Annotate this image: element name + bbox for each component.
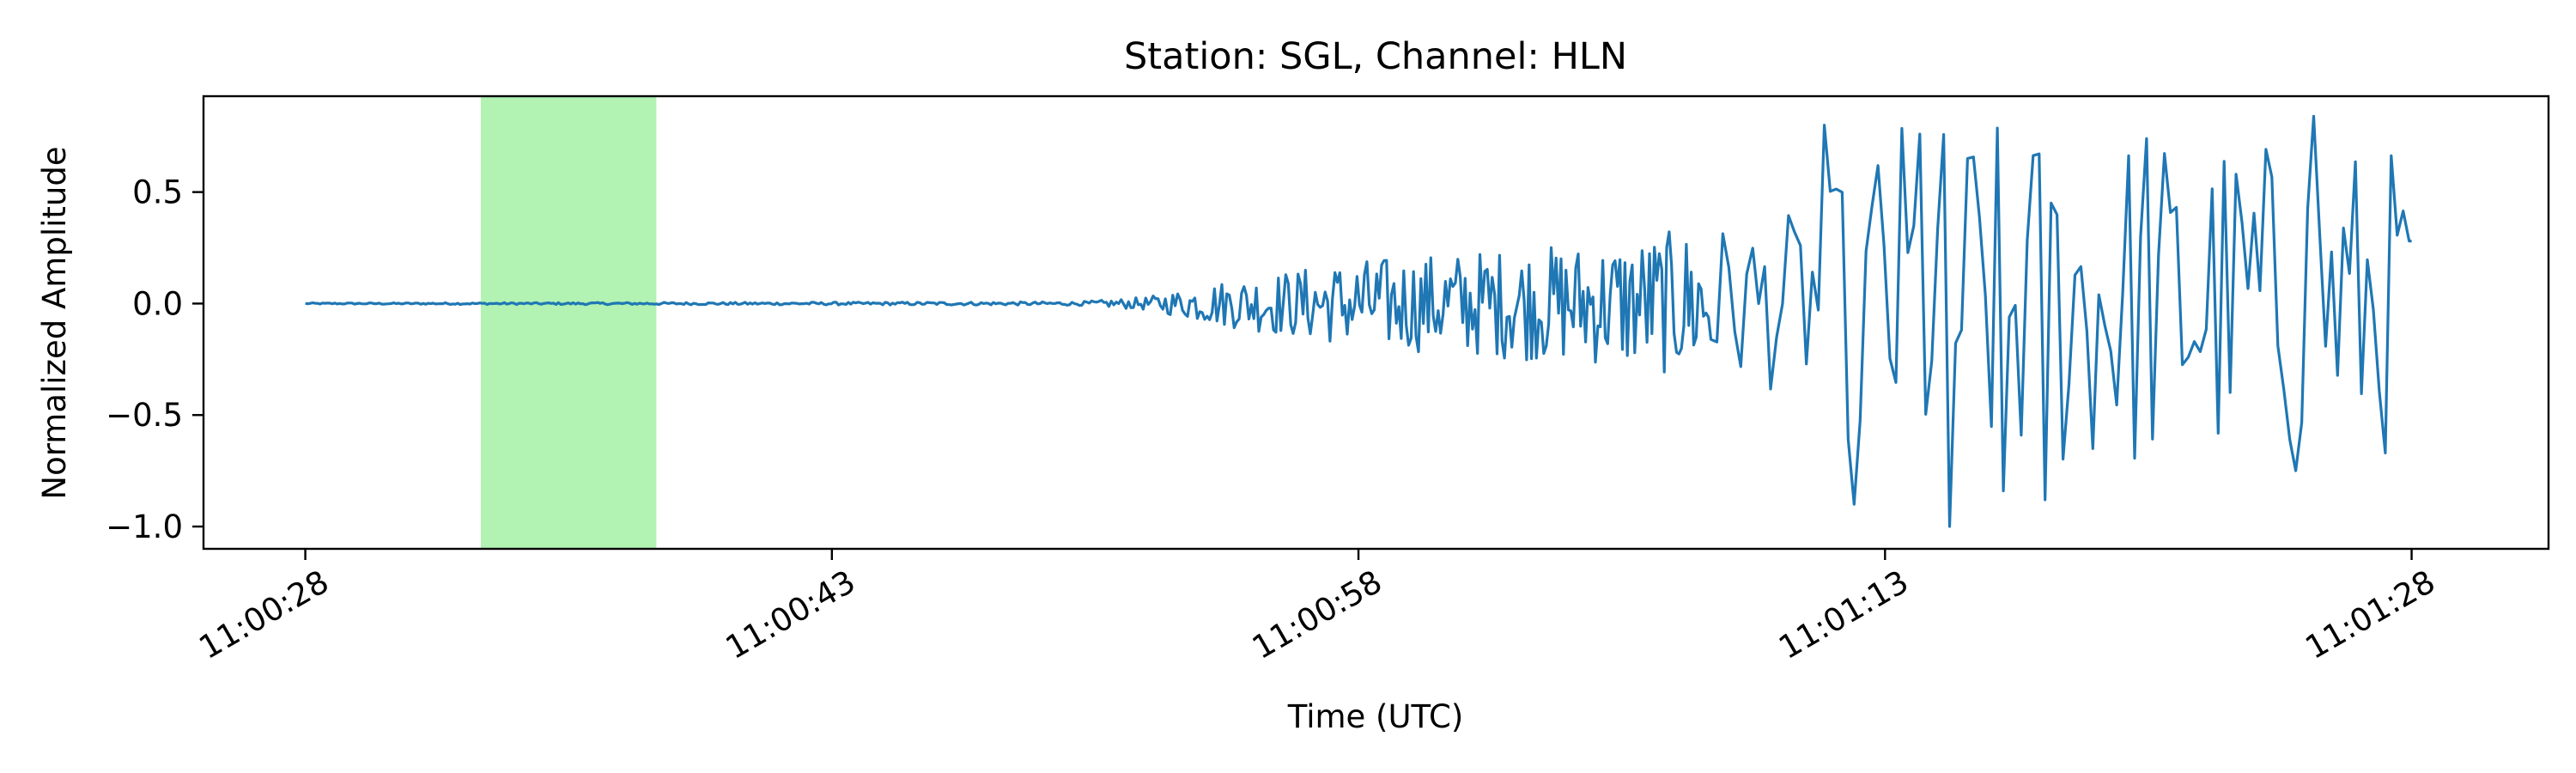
plot-frame [202,94,2550,551]
highlight-window [480,96,657,549]
y-tick-label: −1.0 [106,508,183,545]
waveform-trace [305,114,2412,528]
y-axis-label: Normalized Amplitude [36,146,73,499]
y-tick-label: 0.0 [132,285,183,322]
y-tick-label: 0.5 [132,174,183,211]
chart-title: Station: SGL, Channel: HLN [1124,35,1627,78]
y-axis-ticks: 0.5 0.0 −0.5 −1.0 [106,174,204,545]
x-axis-label: Time (UTC) [1287,698,1464,735]
y-tick-label: −0.5 [106,397,183,434]
